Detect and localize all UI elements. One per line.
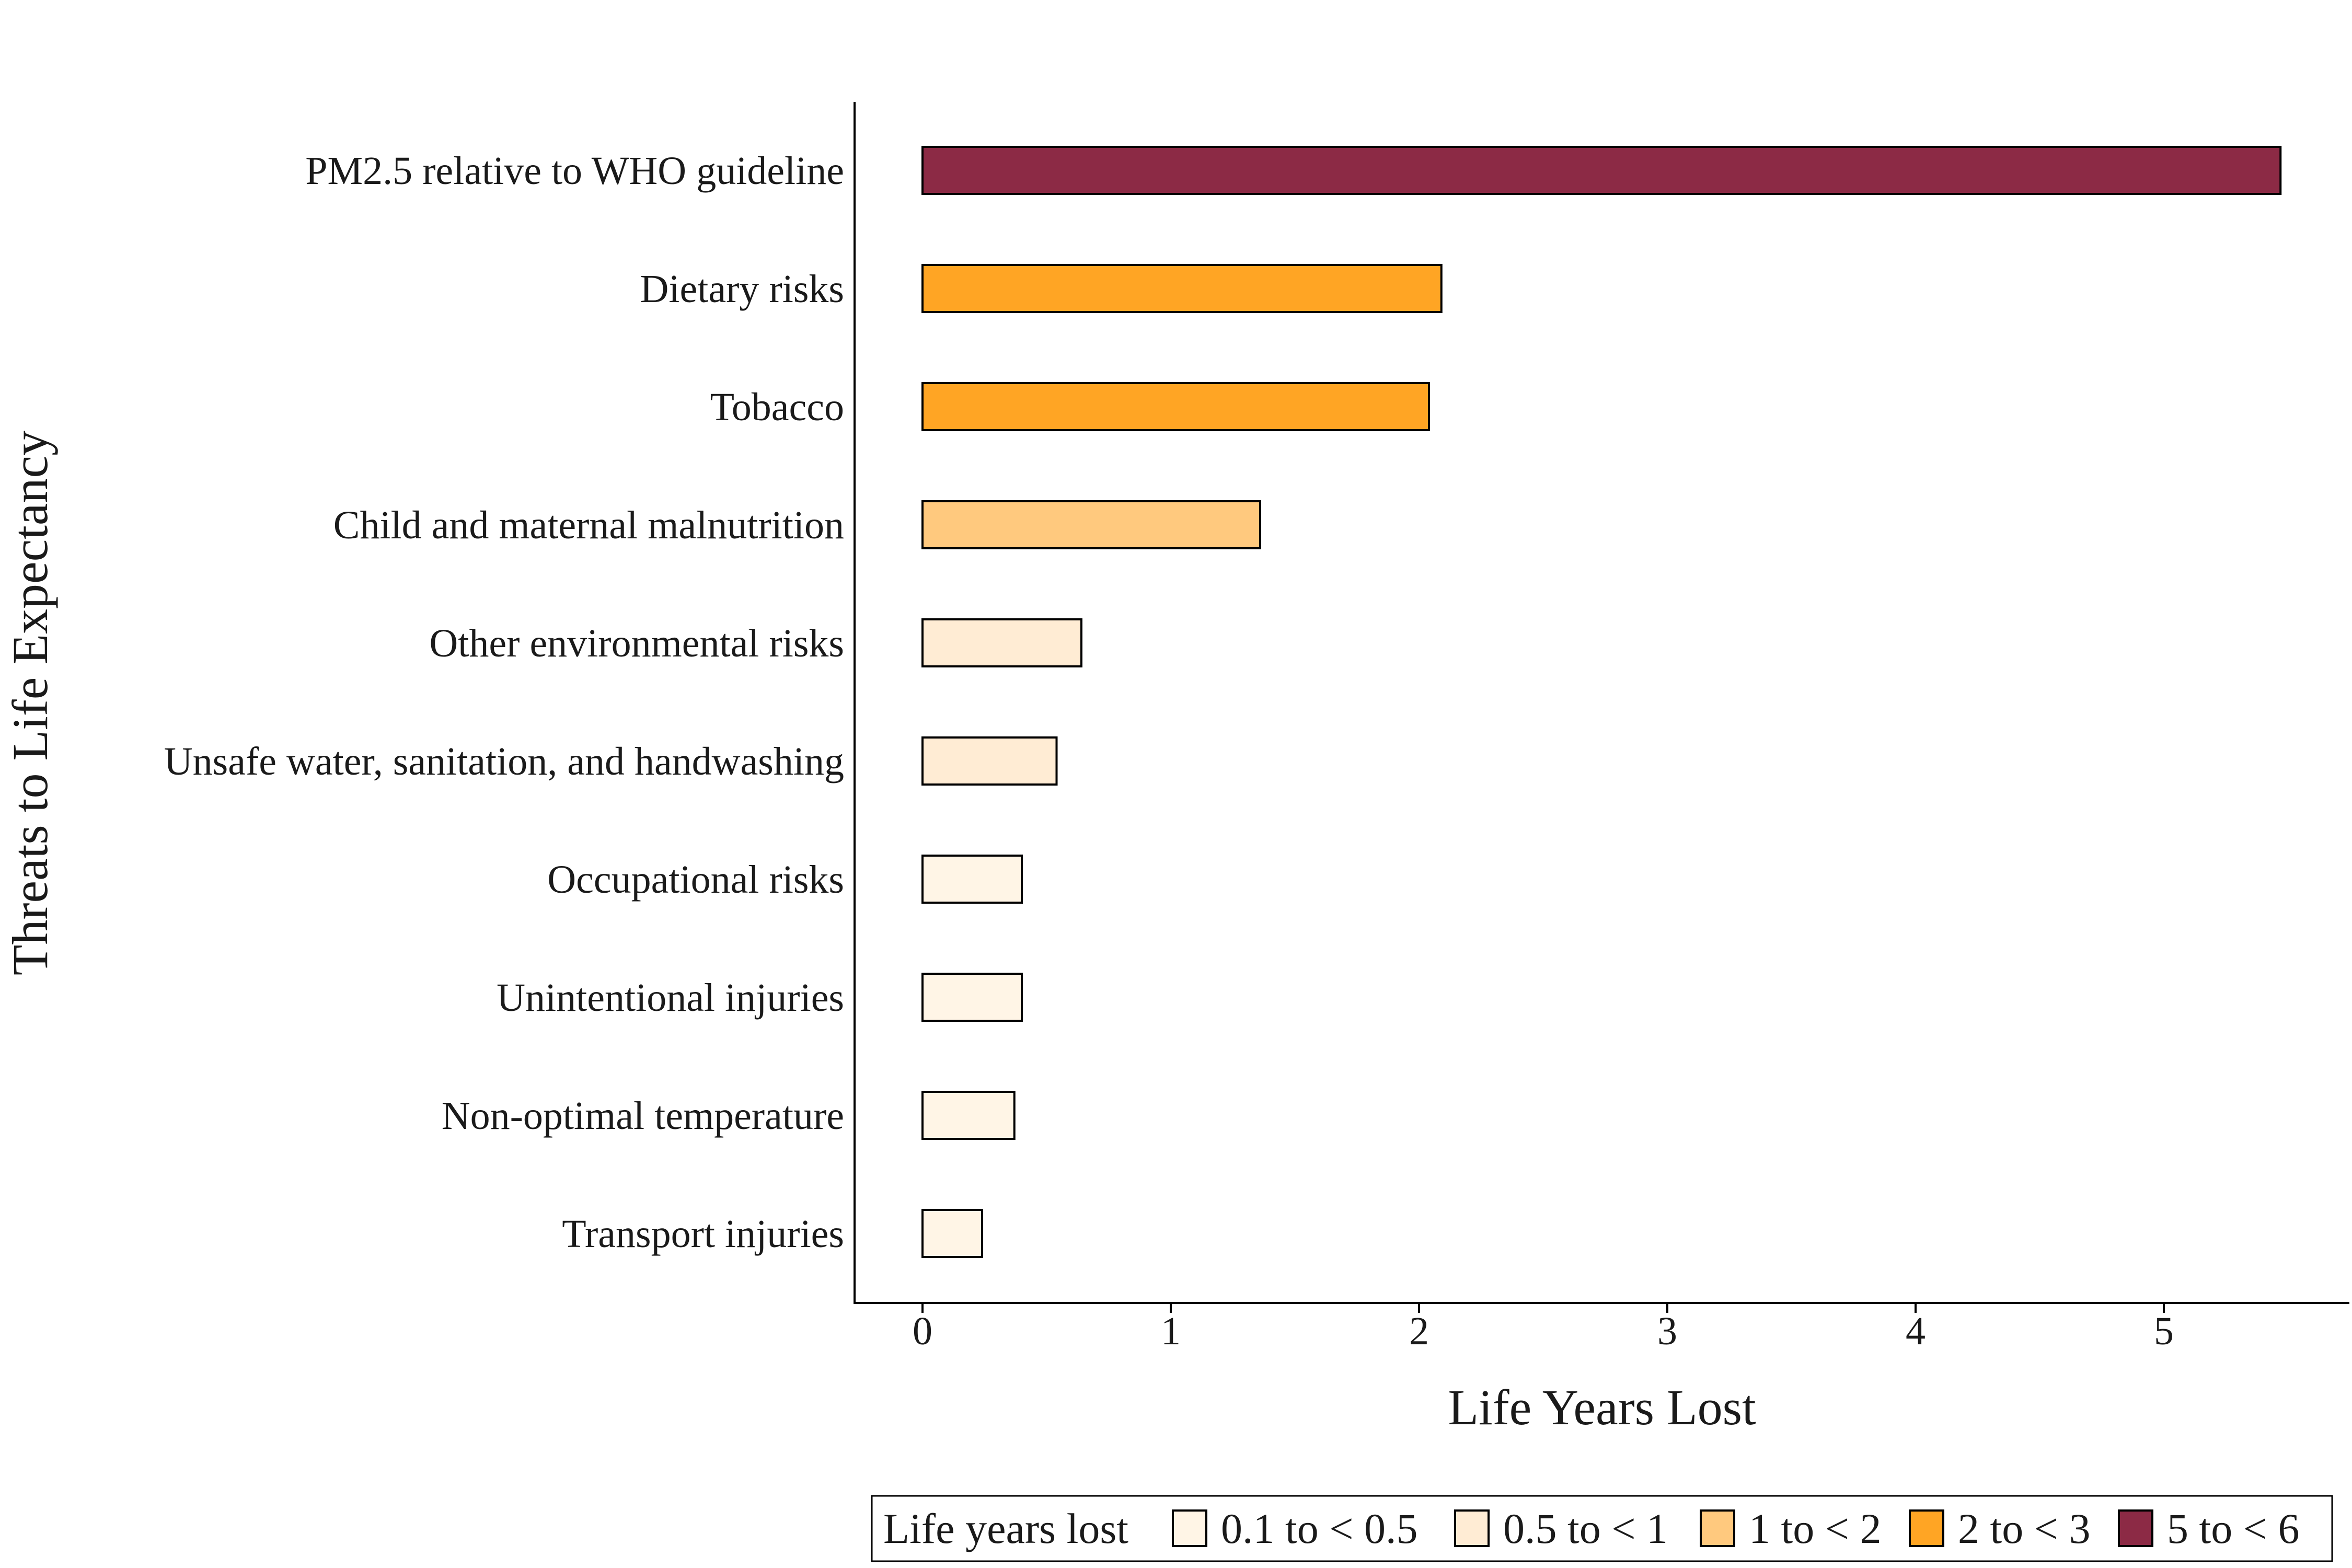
bar: [921, 618, 1082, 667]
legend: Life years lost 0.1 to < 0.5 0.5 to < 1 1 …: [871, 1495, 2333, 1562]
bar: [921, 500, 1261, 549]
bar: [921, 1091, 1016, 1140]
legend-label: 0.5 to < 1: [1503, 1505, 1668, 1552]
category-label: Dietary risks: [640, 267, 844, 311]
x-tick-label: 0: [913, 1309, 932, 1353]
category-label: Other environmental risks: [429, 621, 844, 665]
bar: [921, 973, 1023, 1022]
bar: [921, 736, 1058, 786]
legend-items: 0.1 to < 0.5 0.5 to < 1 1 to < 2 2 to < 3 5 …: [1172, 1505, 2300, 1552]
legend-label: 5 to < 6: [2167, 1505, 2300, 1552]
legend-label: 0.1 to < 0.5: [1221, 1505, 1418, 1552]
plot-area: PM2.5 relative to WHO guideline Dietary r…: [164, 102, 2349, 1353]
x-axis-ticks: 0 1 2 3 4 5: [913, 1303, 2174, 1353]
x-tick-label: 1: [1161, 1309, 1181, 1353]
bar: [921, 146, 2282, 195]
category-label: Transport injuries: [562, 1212, 844, 1256]
category-label: Unintentional injuries: [497, 976, 844, 1020]
category-label: Occupational risks: [547, 858, 844, 902]
legend-box: [871, 1495, 2333, 1562]
bar: [921, 1209, 983, 1258]
legend-swatch: [1700, 1509, 1735, 1547]
legend-swatch: [1172, 1509, 1207, 1547]
bars-layer: [921, 146, 2282, 1258]
category-label: Tobacco: [710, 385, 844, 429]
legend-title: Life years lost: [883, 1505, 1128, 1552]
bar: [921, 264, 1443, 313]
category-label: PM2.5 relative to WHO guideline: [305, 149, 844, 193]
legend-swatch: [2118, 1509, 2153, 1547]
x-tick-label: 5: [2154, 1309, 2174, 1353]
legend-swatch: [1909, 1509, 1944, 1547]
legend-label: 2 to < 3: [1958, 1505, 2091, 1552]
category-labels: PM2.5 relative to WHO guideline Dietary r…: [164, 149, 844, 1256]
x-axis-title: Life Years Lost: [1448, 1379, 1756, 1435]
category-label: Child and maternal malnutrition: [333, 503, 844, 547]
legend-label: 1 to < 2: [1749, 1505, 1882, 1552]
y-axis-title: Threats to Life Expectancy: [2, 431, 58, 975]
x-tick-label: 4: [1906, 1309, 1926, 1353]
x-tick-label: 3: [1657, 1309, 1677, 1353]
category-label: Non-optimal temperature: [442, 1094, 844, 1138]
bar: [921, 382, 1430, 431]
legend-swatch: [1454, 1509, 1490, 1547]
category-label: Unsafe water, sanitation, and handwashin…: [164, 740, 844, 783]
x-tick-label: 2: [1409, 1309, 1429, 1353]
bar: [921, 855, 1023, 904]
